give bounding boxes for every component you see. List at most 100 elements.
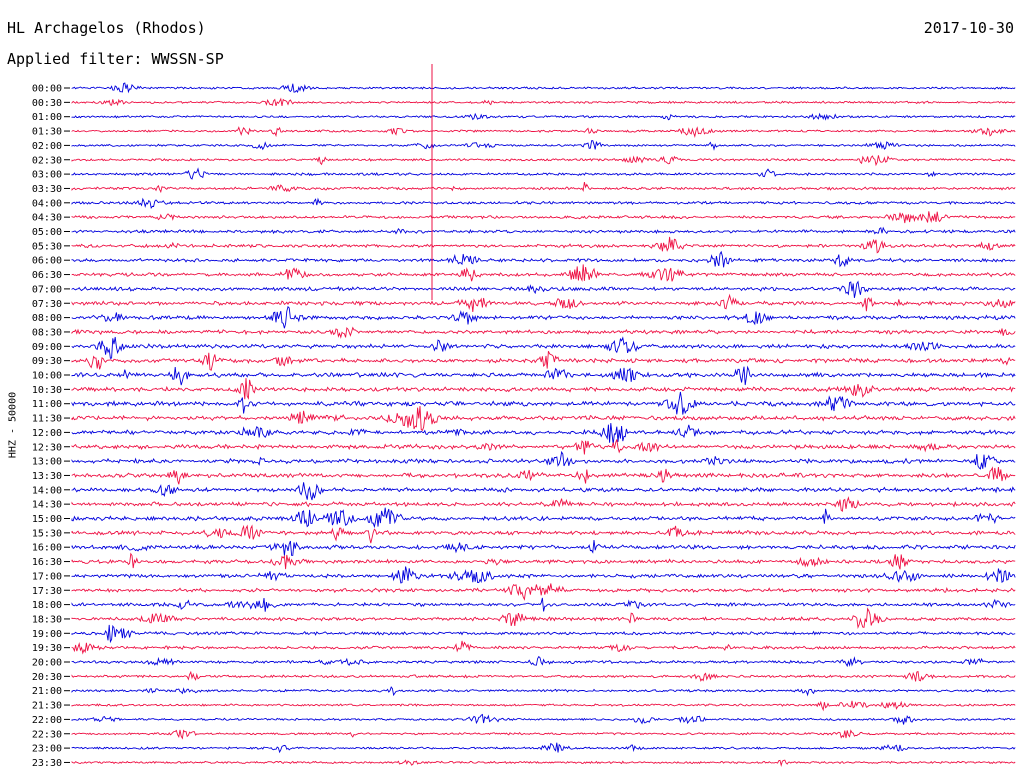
- time-tick-label: 20:00: [32, 658, 62, 669]
- time-tick-label: 07:00: [32, 284, 62, 295]
- time-tick-label: 14:30: [32, 500, 62, 511]
- seismic-trace-line: [71, 167, 1016, 180]
- seismic-trace-line: [71, 326, 1016, 339]
- seismic-trace-line: [71, 305, 1016, 329]
- seismic-trace-line: [71, 423, 1016, 445]
- time-tick-label: 00:00: [32, 84, 62, 95]
- time-tick-label: 09:30: [32, 356, 62, 367]
- seismic-trace-line: [71, 378, 1016, 400]
- seismic-trace-line: [71, 655, 1016, 668]
- date-label: 2017-10-30: [923, 19, 1014, 37]
- time-tick-label: 01:30: [32, 127, 62, 138]
- seismic-trace-line: [71, 640, 1016, 655]
- time-tick-label: 00:30: [32, 98, 62, 109]
- seismic-trace-line: [71, 365, 1016, 386]
- seismic-trace-line: [71, 181, 1016, 194]
- time-tick-label: 02:30: [32, 155, 62, 166]
- time-tick-label: 07:30: [32, 299, 62, 310]
- seismic-trace-line: [71, 405, 1016, 432]
- time-tick-label: 22:00: [32, 715, 62, 726]
- seismic-trace-line: [71, 197, 1016, 209]
- time-tick-label: 21:30: [32, 701, 62, 712]
- seismic-trace-line: [71, 482, 1016, 501]
- time-tick-label: 05:30: [32, 241, 62, 252]
- time-tick-label: 12:30: [32, 442, 62, 453]
- seismic-trace-line: [71, 686, 1016, 697]
- time-tick-label: 19:00: [32, 629, 62, 640]
- time-tick-label: 13:00: [32, 457, 62, 468]
- seismic-trace-line: [71, 211, 1016, 224]
- seismic-trace-line: [71, 624, 1016, 644]
- seismic-trace-line: [71, 713, 1016, 725]
- seismic-trace-line: [71, 539, 1016, 556]
- time-tick-label: 01:00: [32, 112, 62, 123]
- time-tick-label: 20:30: [32, 672, 62, 683]
- seismic-trace-line: [71, 552, 1016, 570]
- time-tick-label: 06:30: [32, 270, 62, 281]
- seismic-trace-line: [71, 391, 1016, 415]
- seismic-trace-line: [71, 112, 1016, 121]
- seismic-trace-line: [71, 507, 1016, 529]
- time-tick-label: 11:30: [32, 414, 62, 425]
- time-tick-label: 02:00: [32, 141, 62, 152]
- time-tick-label: 05:00: [32, 227, 62, 238]
- time-tick-label: 23:00: [32, 744, 62, 755]
- time-tick-label: 15:00: [32, 514, 62, 525]
- time-tick-label: 04:30: [32, 213, 62, 224]
- seismic-trace-line: [71, 351, 1016, 371]
- seismic-trace-line: [71, 700, 1016, 712]
- seismic-trace-line: [71, 496, 1016, 513]
- seismic-trace-line: [71, 293, 1016, 313]
- seismic-trace-line: [71, 524, 1016, 544]
- time-tick-label: 12:00: [32, 428, 62, 439]
- station-title: HL Archagelos (Rhodos): [7, 19, 206, 37]
- time-tick-label: 06:00: [32, 256, 62, 267]
- time-tick-label: 09:00: [32, 342, 62, 353]
- seismic-trace-line: [71, 155, 1016, 167]
- time-tick-label: 23:30: [32, 758, 62, 769]
- time-tick-label: 11:00: [32, 399, 62, 410]
- seismic-trace-line: [71, 126, 1016, 138]
- time-tick-label: 21:00: [32, 686, 62, 697]
- seismic-trace-line: [71, 450, 1016, 470]
- seismic-trace-line: [71, 566, 1016, 584]
- time-tick-label: 03:00: [32, 170, 62, 181]
- time-tick-label: 03:30: [32, 184, 62, 195]
- seismic-trace-line: [71, 82, 1016, 94]
- seismic-trace-line: [71, 97, 1016, 107]
- time-tick-label: 08:00: [32, 313, 62, 324]
- seismic-trace-line: [71, 280, 1016, 298]
- time-tick-label: 22:30: [32, 729, 62, 740]
- time-tick-label: 19:30: [32, 643, 62, 654]
- time-tick-label: 14:00: [32, 485, 62, 496]
- time-tick-label: 10:30: [32, 385, 62, 396]
- seismic-trace-line: [71, 742, 1016, 754]
- time-tick-label: 18:30: [32, 614, 62, 625]
- seismic-trace-line: [71, 670, 1016, 682]
- time-tick-label: 13:30: [32, 471, 62, 482]
- time-tick-label: 10:00: [32, 371, 62, 382]
- time-tick-label: 15:30: [32, 528, 62, 539]
- seismic-trace-line: [71, 439, 1016, 455]
- seismic-trace-line: [71, 264, 1016, 282]
- time-tick-label: 18:00: [32, 600, 62, 611]
- seismic-trace-line: [71, 466, 1016, 485]
- seismic-trace-line: [71, 583, 1016, 601]
- time-tick-label: 17:00: [32, 571, 62, 582]
- time-tick-label: 16:30: [32, 557, 62, 568]
- seismic-trace-line: [71, 236, 1016, 254]
- seismic-trace-line: [71, 759, 1016, 768]
- time-tick-label: 17:30: [32, 586, 62, 597]
- seismic-trace-line: [71, 729, 1016, 740]
- seismic-trace-line: [71, 226, 1016, 235]
- seismic-trace-line: [71, 250, 1016, 268]
- seismic-trace-line: [71, 607, 1016, 630]
- time-tick-label: 04:00: [32, 198, 62, 209]
- seismic-trace-line: [71, 140, 1016, 151]
- filter-label: Applied filter: WWSSN-SP: [7, 50, 224, 68]
- seismic-trace-line: [71, 336, 1016, 359]
- time-tick-label: 16:00: [32, 543, 62, 554]
- seismic-trace-line: [71, 597, 1016, 612]
- time-tick-label: 08:30: [32, 327, 62, 338]
